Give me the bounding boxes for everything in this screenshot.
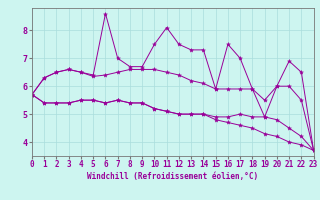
X-axis label: Windchill (Refroidissement éolien,°C): Windchill (Refroidissement éolien,°C): [87, 172, 258, 181]
